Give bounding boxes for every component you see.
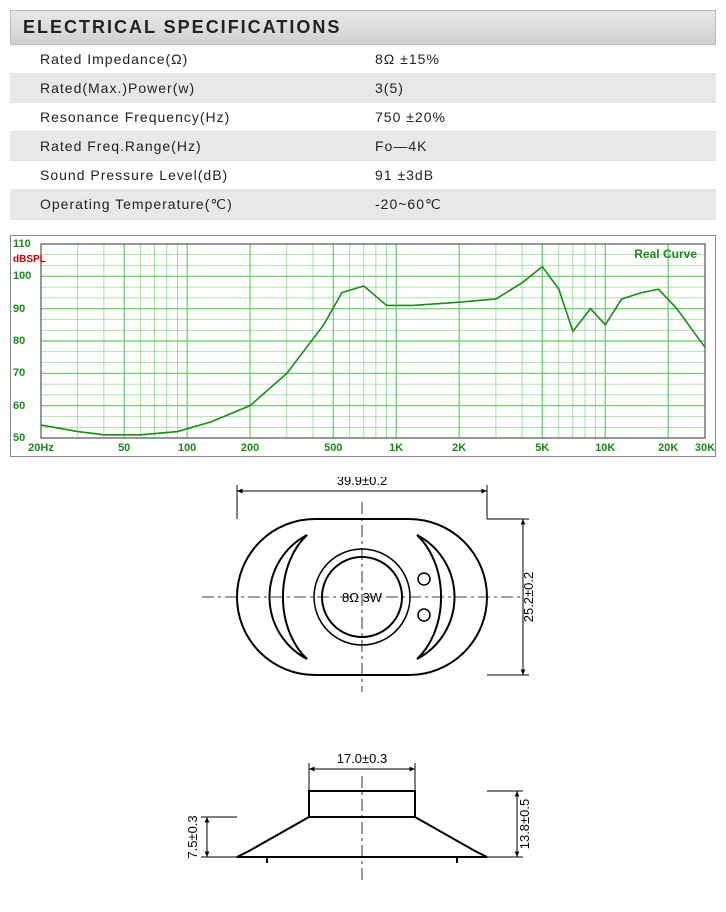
chart-xtick: 30K bbox=[695, 442, 715, 454]
spec-value: 750 ±20% bbox=[363, 103, 716, 132]
chart-xtick: 20Hz bbox=[28, 442, 54, 454]
spec-row: Rated Freq.Range(Hz)Fo—4K bbox=[10, 132, 716, 161]
drawing-height-dim: 25.2±0.2 bbox=[521, 572, 536, 623]
spec-label: Rated Freq.Range(Hz) bbox=[10, 132, 363, 161]
drawing-side-left-dim: 7.5±0.3 bbox=[185, 815, 200, 858]
chart-legend: Real Curve bbox=[634, 247, 697, 261]
chart-ytick: 70 bbox=[13, 367, 25, 379]
chart-xtick: 100 bbox=[178, 442, 196, 454]
chart-xtick: 10K bbox=[595, 442, 615, 454]
spec-row: Sound Pressure Level(dB)91 ±3dB bbox=[10, 161, 716, 190]
spec-row: Operating Temperature(℃)-20~60℃ bbox=[10, 190, 716, 220]
section-header: ELECTRICAL SPECIFICATIONS bbox=[10, 10, 716, 45]
chart-xtick: 1K bbox=[389, 442, 403, 454]
spec-label: Sound Pressure Level(dB) bbox=[10, 161, 363, 190]
spec-row: Resonance Frequency(Hz)750 ±20% bbox=[10, 103, 716, 132]
chart-xtick: 5K bbox=[535, 442, 549, 454]
chart-ytick: 60 bbox=[13, 400, 25, 412]
spec-value: 3(5) bbox=[363, 74, 716, 103]
spec-row: Rated Impedance(Ω)8Ω ±15% bbox=[10, 45, 716, 74]
mechanical-drawing: 8Ω 3W 39.9±0.2 25.2±0.2 17.0±0.3 7.5±0.3 13.8… bbox=[10, 477, 714, 902]
spec-value: 8Ω ±15% bbox=[363, 45, 716, 74]
section-title: ELECTRICAL SPECIFICATIONS bbox=[23, 17, 341, 37]
chart-ylabel: dBSPL bbox=[13, 254, 46, 265]
chart-ytick: 110 bbox=[13, 238, 31, 250]
spec-value: -20~60℃ bbox=[363, 190, 716, 220]
chart-xtick: 500 bbox=[324, 442, 342, 454]
chart-xtick: 200 bbox=[241, 442, 259, 454]
spec-label: Operating Temperature(℃) bbox=[10, 190, 363, 220]
chart-xtick: 50 bbox=[118, 442, 130, 454]
spec-table: Rated Impedance(Ω)8Ω ±15%Rated(Max.)Powe… bbox=[10, 45, 716, 220]
chart-xtick: 2K bbox=[452, 442, 466, 454]
frequency-response-chart: Real Curve 5060708090100110dBSPL20Hz5010… bbox=[10, 235, 716, 457]
spec-value: 91 ±3dB bbox=[363, 161, 716, 190]
chart-ytick: 90 bbox=[13, 303, 25, 315]
spec-row: Rated(Max.)Power(w)3(5) bbox=[10, 74, 716, 103]
drawing-center-label: 8Ω 3W bbox=[342, 590, 383, 605]
spec-label: Rated(Max.)Power(w) bbox=[10, 74, 363, 103]
chart-ytick: 100 bbox=[13, 270, 31, 282]
drawing-side-right-dim: 13.8±0.5 bbox=[517, 799, 532, 850]
spec-label: Resonance Frequency(Hz) bbox=[10, 103, 363, 132]
spec-label: Rated Impedance(Ω) bbox=[10, 45, 363, 74]
chart-ytick: 50 bbox=[13, 432, 25, 444]
chart-ytick: 80 bbox=[13, 335, 25, 347]
chart-xtick: 20K bbox=[658, 442, 678, 454]
drawing-side-top-dim: 17.0±0.3 bbox=[337, 751, 388, 766]
drawing-width-dim: 39.9±0.2 bbox=[337, 477, 388, 488]
spec-value: Fo—4K bbox=[363, 132, 716, 161]
